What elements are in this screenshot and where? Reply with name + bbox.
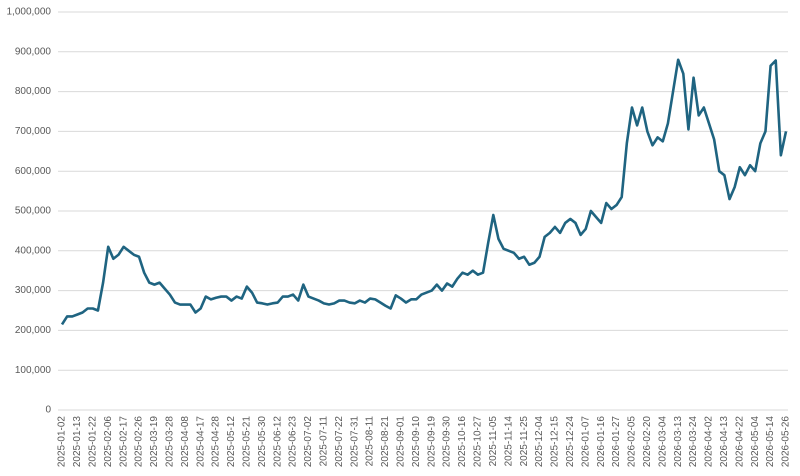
y-tick-label: 100,000 — [15, 365, 52, 376]
y-tick-label: 300,000 — [15, 285, 52, 296]
x-tick-label: 2025-11-14 — [503, 416, 514, 467]
x-tick-label: 2026-03-24 — [688, 416, 699, 468]
x-tick-label: 2026-04-22 — [734, 416, 745, 468]
y-tick-label: 1,000,000 — [7, 7, 52, 18]
x-tick-label: 2025-07-22 — [334, 416, 345, 468]
x-tick-label: 2025-04-17 — [195, 416, 206, 468]
x-tick-label: 2025-08-11 — [365, 416, 376, 467]
x-tick-label: 2026-01-07 — [580, 416, 591, 468]
x-tick-label: 2026-02-20 — [642, 416, 653, 468]
x-tick-label: 2025-05-21 — [241, 416, 252, 468]
x-tick-label: 2025-12-15 — [550, 416, 561, 468]
y-tick-label: 900,000 — [15, 46, 52, 57]
x-tick-label: 2025-03-19 — [149, 416, 160, 468]
y-tick-label: 0 — [45, 405, 51, 416]
x-tick-label: 2026-05-14 — [765, 416, 776, 468]
x-tick-label: 2025-04-08 — [180, 416, 191, 468]
x-tick-label: 2025-06-12 — [272, 416, 283, 468]
x-tick-label: 2025-05-12 — [226, 416, 237, 468]
x-tick-label: 2025-07-31 — [349, 416, 360, 468]
x-tick-label: 2025-06-23 — [288, 416, 299, 468]
x-tick-label: 2025-03-28 — [164, 416, 175, 468]
x-tick-label: 2026-01-27 — [611, 416, 622, 468]
x-tick-label: 2025-02-06 — [103, 416, 114, 468]
x-tick-label: 2025-09-10 — [411, 416, 422, 468]
y-tick-label: 800,000 — [15, 86, 52, 97]
x-tick-label: 2025-02-26 — [134, 416, 145, 468]
x-tick-label: 2026-04-13 — [719, 416, 730, 468]
y-tick-label: 500,000 — [15, 206, 52, 217]
x-tick-label: 2026-03-13 — [673, 416, 684, 468]
x-tick-label: 2026-04-02 — [704, 416, 715, 468]
x-tick-label: 2025-02-17 — [118, 416, 129, 468]
x-tick-label: 2025-11-05 — [488, 416, 499, 467]
x-tick-label: 2025-09-30 — [442, 416, 453, 468]
x-tick-label: 2025-10-27 — [473, 416, 484, 468]
x-tick-label: 2026-01-16 — [596, 416, 607, 468]
x-tick-label: 2025-01-13 — [72, 416, 83, 468]
x-tick-label: 2026-02-05 — [627, 416, 638, 468]
x-tick-label: 2026-03-04 — [657, 416, 668, 468]
x-tick-label: 2025-11-25 — [519, 416, 530, 467]
x-tick-label: 2025-01-22 — [87, 416, 98, 468]
x-tick-label: 2025-12-24 — [565, 416, 576, 468]
y-tick-label: 200,000 — [15, 325, 52, 336]
y-tick-label: 600,000 — [15, 166, 52, 177]
x-tick-label: 2025-09-19 — [426, 416, 437, 468]
y-tick-label: 700,000 — [15, 126, 52, 137]
x-tick-label: 2025-07-02 — [303, 416, 314, 468]
x-tick-label: 2025-07-11 — [319, 416, 330, 467]
x-tick-label: 2025-12-04 — [534, 416, 545, 468]
x-tick-label: 2025-01-02 — [57, 416, 68, 468]
x-tick-label: 2025-04-28 — [211, 416, 222, 468]
x-tick-label: 2025-09-01 — [396, 416, 407, 468]
x-tick-label: 2026-05-04 — [750, 416, 761, 468]
x-tick-label: 2026-05-26 — [781, 416, 792, 468]
y-tick-label: 400,000 — [15, 245, 52, 256]
data-line — [60, 58, 788, 326]
x-tick-label: 2025-05-30 — [257, 416, 268, 468]
x-tick-label: 2025-08-21 — [380, 416, 391, 468]
x-tick-label: 2025-10-16 — [457, 416, 468, 468]
